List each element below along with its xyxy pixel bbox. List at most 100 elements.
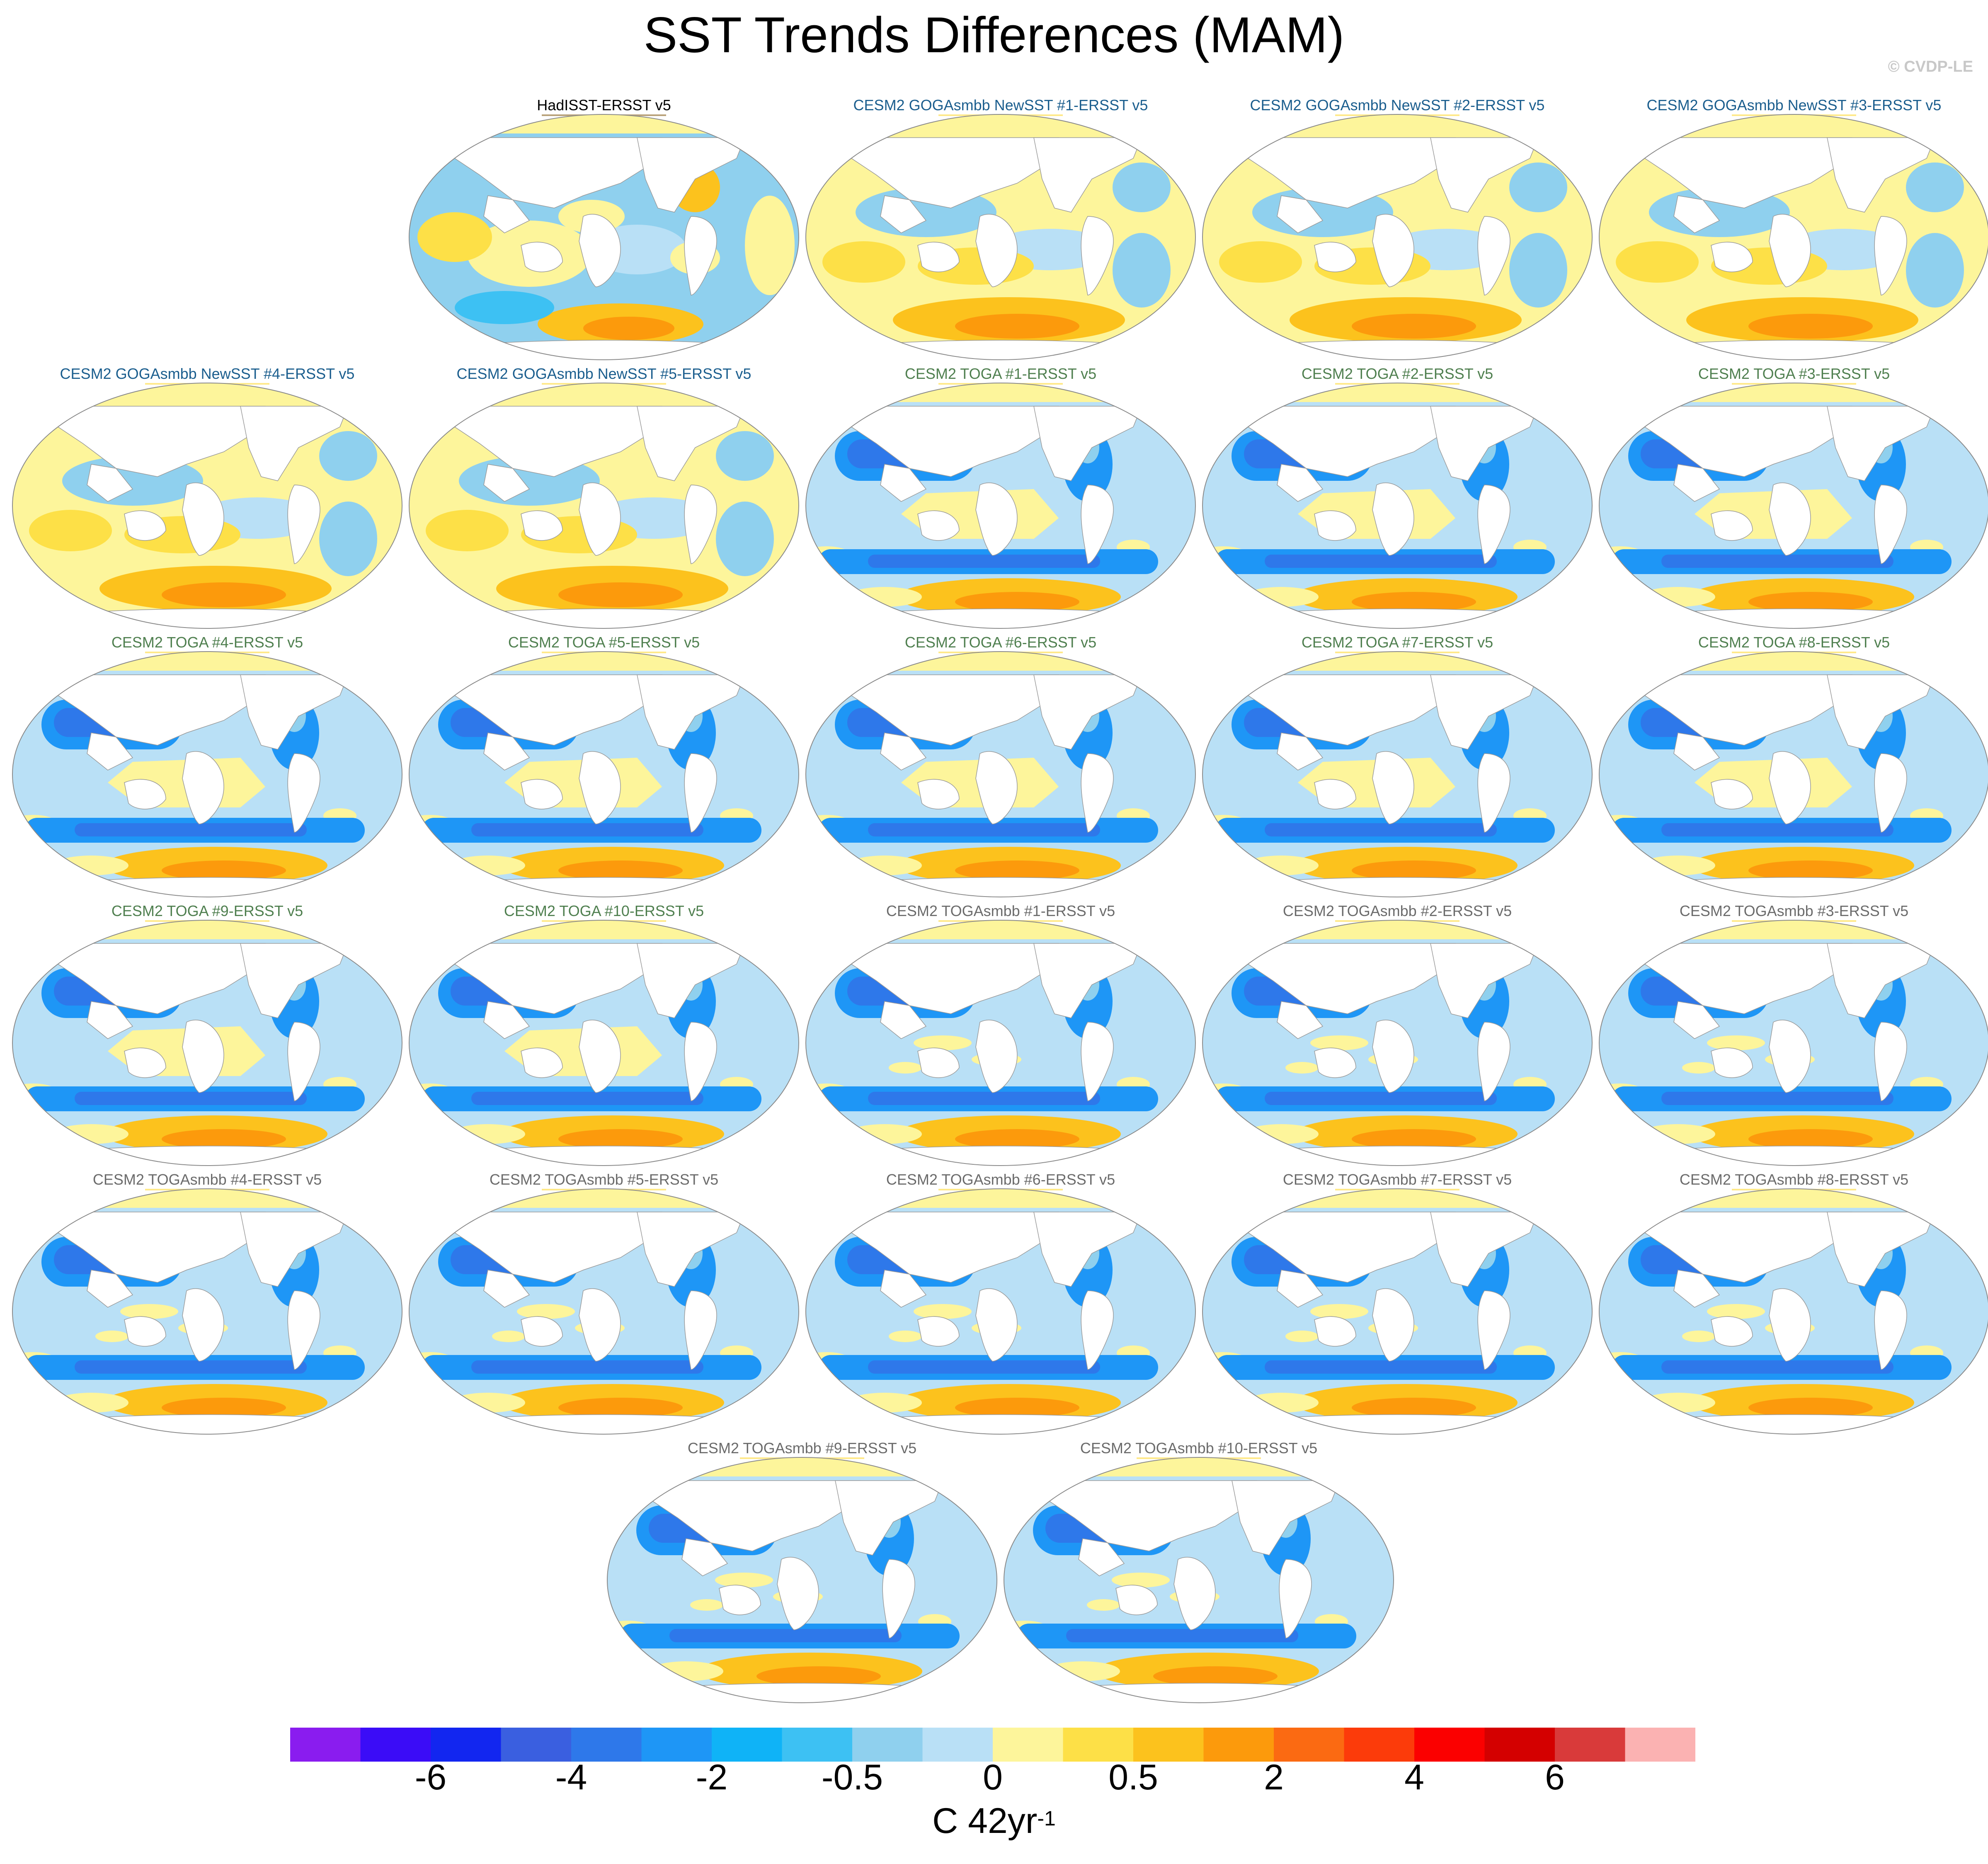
world-map [607,1457,997,1703]
southern-cool-core [1265,823,1497,836]
map-panel: CESM2 GOGAsmbb NewSST #3-ERSST v5 [1595,96,1988,361]
australia-land [521,779,563,810]
colorbar-segment [712,1728,782,1762]
anomaly-cool [1906,233,1964,308]
africa-land [182,751,224,824]
panel-title: CESM2 TOGA #6-ERSST v5 [904,634,1097,651]
colorbar-segment [501,1728,572,1762]
asia-southeast-land [483,464,530,502]
south-america-land [287,1290,320,1370]
arctic-band [806,652,1195,671]
asia-southeast-land [1277,464,1324,502]
map-outline [1202,920,1593,1166]
africa-land [975,482,1018,556]
australia-land [521,1316,563,1347]
colorbar-tick-label: -2 [696,1757,728,1797]
panel-title: HadISST-ERSST v5 [537,97,671,114]
map-panel: CESM2 TOGAsmbb #2-ERSST v5 [1198,902,1596,1167]
southern-cool-core [868,555,1100,568]
map-panel: CESM2 TOGA #7-ERSST v5 [1198,633,1596,899]
arctic-band [1202,652,1592,671]
asia-southeast-land [880,732,927,771]
antarctica-land [863,877,1138,897]
antarctica-land [1260,340,1535,360]
africa-land [579,1288,621,1362]
panel-title: CESM2 TOGAsmbb #7-ERSST v5 [1283,1171,1512,1188]
asia-southeast-land [880,1001,927,1039]
africa-land [182,482,224,556]
map-outline [607,1457,997,1703]
asia-southeast-land [483,1001,530,1039]
southern-cool-core [75,1360,307,1374]
africa-land [1372,751,1414,824]
antarctica-land [1260,1146,1535,1166]
map-outline [1599,1188,1988,1435]
southern-warm-core [955,1398,1079,1418]
southern-cool-core [471,1092,703,1105]
antarctica-land [1260,1414,1535,1434]
south-america-land [1081,216,1114,296]
south-america-land [1477,1290,1510,1370]
colorbar-segment [571,1728,642,1762]
arctic-band [806,114,1195,133]
panel-title: CESM2 TOGAsmbb #1-ERSST v5 [886,902,1115,919]
world-map [409,1188,799,1435]
australia-land [1314,779,1356,810]
panel-title: CESM2 GOGAsmbb NewSST #5-ERSST v5 [456,365,752,382]
south-america-land [1874,485,1907,564]
panel-title: CESM2 TOGA #8-ERSST v5 [1698,634,1890,651]
asia-southeast-land [87,464,133,502]
southern-warm-core [558,860,683,880]
southern-cool-core [1265,1092,1497,1105]
map-outline [805,1188,1196,1435]
world-map [409,114,799,360]
africa-land [579,1020,621,1093]
arctic-band [12,383,402,402]
southern-warm-core [1748,592,1873,612]
antarctica-land [1656,877,1932,897]
anomaly-warm [29,510,112,551]
asia-southeast-land [1673,732,1720,771]
arctic-band [409,1189,799,1208]
africa-land [1372,1288,1414,1362]
pacific-warm-patch [1087,1599,1120,1611]
world-map [1599,651,1988,897]
map-panel: CESM2 TOGAsmbb #9-ERSST v5 [603,1439,1001,1704]
panel-title: CESM2 GOGAsmbb NewSST #1-ERSST v5 [853,97,1148,114]
antarctica-land [863,1414,1138,1434]
panel-title: CESM2 TOGAsmbb #9-ERSST v5 [687,1440,917,1457]
colorbar-tick-label: 6 [1545,1757,1565,1797]
pacific-warm-patch [690,1599,723,1611]
asia-southeast-land [880,1270,927,1308]
southern-warm-core [1748,860,1873,880]
australia-land [917,1047,960,1078]
africa-land [579,751,621,824]
south-america-land [1874,1022,1907,1101]
pacific-warm-patch [120,1304,178,1319]
antarctica-land [70,877,345,897]
australia-land [1314,1047,1356,1078]
colorbar [290,1728,1695,1762]
south-america-land [684,1290,717,1370]
antarctica-land [863,608,1138,628]
australia-land [1314,242,1356,272]
map-panel: CESM2 GOGAsmbb NewSST #4-ERSST v5 [8,365,406,630]
africa-land [1769,751,1811,824]
panel-title: CESM2 TOGAsmbb #10-ERSST v5 [1080,1440,1318,1457]
south-america-land [1477,1022,1510,1101]
colorbar-segment [993,1728,1063,1762]
africa-land [579,482,621,556]
map-outline [1202,114,1593,360]
world-map [805,1188,1196,1435]
southern-warm-core [1352,860,1476,880]
antarctica-land [466,1146,742,1166]
map-panel: CESM2 TOGAsmbb #4-ERSST v5 [8,1171,406,1436]
southern-cool-core [75,823,307,836]
south-america-land [1874,216,1907,296]
pacific-warm-patch [1682,1062,1715,1074]
colorbar-tick-label: 0 [983,1757,1003,1797]
anomaly-cool [319,502,377,576]
southern-warm-core [1352,1398,1476,1418]
map-panel: CESM2 TOGA #3-ERSST v5 [1595,365,1988,630]
southern-warm-core [1748,314,1873,339]
